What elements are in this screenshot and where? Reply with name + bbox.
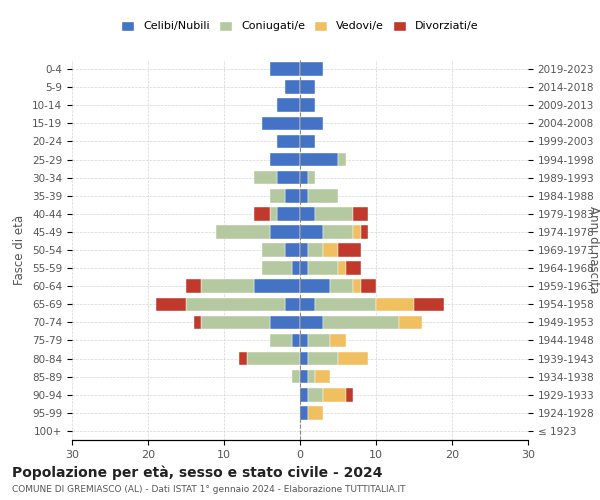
Bar: [300, 152, 338, 166]
Bar: [308, 171, 315, 184]
Bar: [376, 298, 414, 311]
Bar: [254, 280, 300, 293]
Bar: [308, 388, 323, 402]
Bar: [277, 134, 300, 148]
Bar: [338, 352, 368, 366]
Bar: [414, 298, 445, 311]
Bar: [331, 280, 353, 293]
Bar: [300, 98, 315, 112]
Bar: [239, 352, 247, 366]
Bar: [300, 116, 323, 130]
Bar: [323, 225, 353, 238]
Bar: [285, 243, 300, 257]
Bar: [300, 406, 308, 419]
Bar: [300, 207, 315, 220]
Text: Popolazione per età, sesso e stato civile - 2024: Popolazione per età, sesso e stato civil…: [12, 465, 383, 479]
Bar: [292, 262, 300, 275]
Bar: [300, 80, 315, 94]
Bar: [201, 280, 254, 293]
Bar: [186, 298, 285, 311]
Bar: [361, 280, 376, 293]
Bar: [300, 62, 323, 76]
Y-axis label: Anni di nascita: Anni di nascita: [587, 206, 600, 294]
Bar: [300, 134, 315, 148]
Bar: [269, 152, 300, 166]
Bar: [308, 352, 338, 366]
Bar: [300, 316, 323, 329]
Bar: [308, 406, 323, 419]
Bar: [217, 225, 269, 238]
Bar: [300, 189, 308, 202]
Bar: [308, 243, 323, 257]
Bar: [254, 171, 277, 184]
Bar: [269, 316, 300, 329]
Bar: [269, 207, 277, 220]
Bar: [399, 316, 422, 329]
Bar: [323, 243, 338, 257]
Bar: [300, 171, 308, 184]
Bar: [346, 388, 353, 402]
Bar: [353, 225, 361, 238]
Bar: [194, 316, 201, 329]
Bar: [254, 207, 269, 220]
Bar: [277, 98, 300, 112]
Bar: [285, 189, 300, 202]
Bar: [269, 334, 292, 347]
Bar: [353, 207, 368, 220]
Bar: [300, 298, 315, 311]
Bar: [292, 334, 300, 347]
Bar: [201, 316, 269, 329]
Bar: [308, 334, 331, 347]
Bar: [262, 116, 300, 130]
Bar: [285, 80, 300, 94]
Bar: [292, 370, 300, 384]
Bar: [323, 316, 399, 329]
Bar: [331, 334, 346, 347]
Bar: [300, 388, 308, 402]
Bar: [308, 262, 338, 275]
Bar: [338, 152, 346, 166]
Bar: [308, 370, 315, 384]
Bar: [315, 298, 376, 311]
Text: COMUNE DI GREMIASCO (AL) - Dati ISTAT 1° gennaio 2024 - Elaborazione TUTTITALIA.: COMUNE DI GREMIASCO (AL) - Dati ISTAT 1°…: [12, 485, 406, 494]
Bar: [338, 243, 361, 257]
Bar: [277, 171, 300, 184]
Bar: [300, 352, 308, 366]
Bar: [186, 280, 201, 293]
Bar: [346, 262, 361, 275]
Bar: [262, 262, 292, 275]
Bar: [300, 280, 331, 293]
Bar: [269, 225, 300, 238]
Bar: [269, 189, 285, 202]
Bar: [269, 62, 300, 76]
Bar: [300, 225, 323, 238]
Y-axis label: Fasce di età: Fasce di età: [13, 215, 26, 285]
Bar: [300, 334, 308, 347]
Legend: Celibi/Nubili, Coniugati/e, Vedovi/e, Divorziati/e: Celibi/Nubili, Coniugati/e, Vedovi/e, Di…: [117, 16, 483, 36]
Bar: [315, 370, 331, 384]
Bar: [300, 370, 308, 384]
Bar: [285, 298, 300, 311]
Bar: [308, 189, 338, 202]
Bar: [300, 262, 308, 275]
Bar: [247, 352, 300, 366]
Bar: [338, 262, 346, 275]
Bar: [155, 298, 186, 311]
Bar: [277, 207, 300, 220]
Bar: [353, 280, 361, 293]
Bar: [315, 207, 353, 220]
Bar: [262, 243, 285, 257]
Bar: [300, 243, 308, 257]
Bar: [361, 225, 368, 238]
Bar: [323, 388, 346, 402]
